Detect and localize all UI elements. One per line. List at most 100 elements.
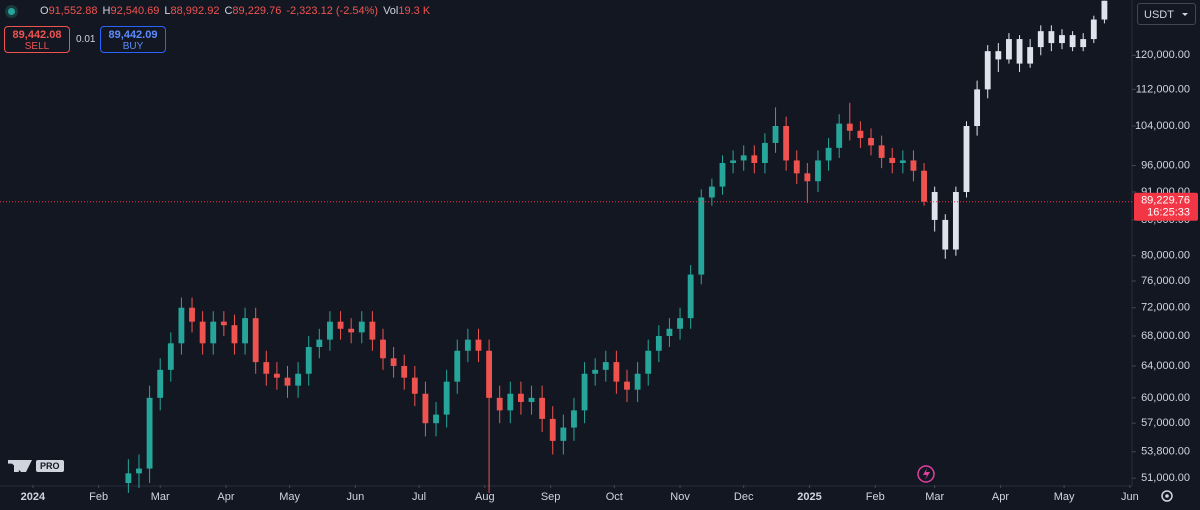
x-tick-label: Feb xyxy=(89,491,108,503)
close-key: C xyxy=(224,5,233,17)
logo-mark xyxy=(8,460,32,472)
status-dot xyxy=(8,7,15,15)
candle-body xyxy=(655,335,662,351)
candle-body xyxy=(475,339,482,351)
buy-button[interactable]: 89,442.09 BUY xyxy=(100,26,166,53)
candle-body xyxy=(348,328,355,333)
candle-body xyxy=(464,339,471,351)
candle-body xyxy=(910,160,917,171)
candle-body xyxy=(772,125,779,143)
candle-body xyxy=(793,160,800,174)
y-tick-label: 120,000.00 xyxy=(1135,49,1190,61)
y-tick-label: 51,000.00 xyxy=(1141,472,1190,484)
sell-label: SELL xyxy=(24,41,50,52)
candle-body xyxy=(1016,39,1023,64)
x-tick-label: 2025 xyxy=(797,491,821,503)
candle-body xyxy=(762,142,768,163)
candle-body xyxy=(825,147,832,161)
candle-body xyxy=(189,307,195,322)
candle-body xyxy=(486,350,493,398)
alert-icon[interactable] xyxy=(917,465,935,483)
candle-body xyxy=(846,123,853,131)
candle-body xyxy=(984,51,991,90)
ohlc-header: O 91,552.88 H 92,540.69 L 88,992.92 C 89,229… xyxy=(8,5,430,17)
candle-body xyxy=(539,397,546,419)
candle-body xyxy=(751,155,758,163)
change: -2,323.12 (-2.54%) xyxy=(286,5,379,17)
sell-price: 89,442.08 xyxy=(12,29,62,41)
quantity[interactable]: 0.01 xyxy=(76,34,96,45)
candle-body xyxy=(507,393,514,411)
y-tick-label: 60,000.00 xyxy=(1141,392,1190,404)
x-tick-label: Jul xyxy=(412,491,426,503)
sell-button[interactable]: 89,442.08 SELL xyxy=(4,26,70,53)
candle-body xyxy=(931,191,938,220)
y-tick-label: 104,000.00 xyxy=(1135,120,1190,132)
candle-body xyxy=(666,328,673,336)
candle-body xyxy=(305,347,312,374)
candle-body xyxy=(974,89,981,126)
x-tick-label: Oct xyxy=(606,491,623,503)
candle-body xyxy=(1037,31,1044,48)
candle-body xyxy=(571,410,577,428)
candle-body xyxy=(613,362,620,382)
candle-body xyxy=(921,170,927,202)
buy-price: 89,442.09 xyxy=(108,29,158,41)
candle-body xyxy=(496,397,503,411)
logo-pro: PRO xyxy=(36,460,64,472)
candle-body xyxy=(836,123,843,148)
candle-body xyxy=(263,362,270,374)
candle-body xyxy=(581,373,588,411)
x-tick-label: Mar xyxy=(151,491,170,503)
x-tick-label: Mar xyxy=(925,491,944,503)
x-tick-label: Apr xyxy=(992,491,1009,503)
candle-body xyxy=(602,362,609,370)
candle-body xyxy=(815,160,821,182)
high-key: H xyxy=(102,5,111,17)
last-price-box xyxy=(1134,192,1198,221)
candle-body xyxy=(719,162,726,187)
y-tick-label: 64,000.00 xyxy=(1141,360,1190,372)
candle-body xyxy=(677,318,683,329)
candle-body xyxy=(220,321,227,326)
candle-body xyxy=(358,321,365,333)
candle-body xyxy=(401,365,408,378)
candle-body xyxy=(454,350,461,382)
candle-body xyxy=(369,321,376,340)
candle-body xyxy=(337,321,344,329)
settings-icon[interactable] xyxy=(1161,490,1173,502)
candle-body xyxy=(1027,47,1034,64)
last-price-label: 89,229.76 xyxy=(1141,195,1190,207)
y-tick-label: 68,000.00 xyxy=(1141,330,1190,342)
currency-select[interactable]: USDT xyxy=(1137,3,1196,25)
alert-icon-bolt xyxy=(923,468,930,480)
candle-body xyxy=(740,155,747,161)
candle-body xyxy=(687,274,694,319)
x-tick-label: Feb xyxy=(866,491,885,503)
candle-body xyxy=(889,157,896,163)
candle-body xyxy=(645,350,652,374)
candle-series xyxy=(125,102,927,493)
countdown-label: 16:25:33 xyxy=(1147,207,1190,219)
candle-body xyxy=(327,321,333,340)
y-tick-label: 57,000.00 xyxy=(1141,417,1190,429)
open-value: 91,552.88 xyxy=(48,5,98,17)
candle-body xyxy=(167,343,174,370)
candle-series xyxy=(931,0,1108,259)
candle-body xyxy=(252,318,259,363)
candle-body xyxy=(804,173,811,182)
candle-body xyxy=(284,377,291,386)
candle-body xyxy=(899,160,906,163)
candle-body xyxy=(1048,31,1055,44)
candle-body xyxy=(1080,39,1087,48)
candle-body xyxy=(878,145,885,158)
candle-body xyxy=(146,397,153,469)
x-tick-label: May xyxy=(279,491,300,503)
candle-body xyxy=(1069,35,1076,48)
candle-body xyxy=(634,373,641,390)
candle-body xyxy=(708,186,715,198)
candle-body xyxy=(210,321,217,344)
y-tick-label: 96,000.00 xyxy=(1141,159,1190,171)
